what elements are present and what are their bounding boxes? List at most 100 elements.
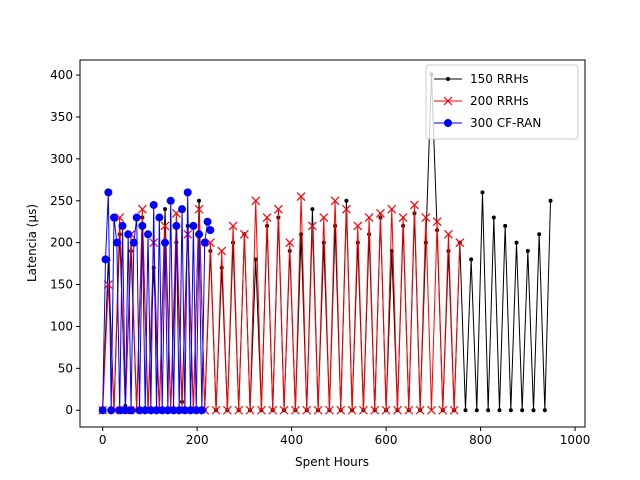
marker (197, 406, 206, 415)
x-tick-label: 0 (99, 433, 107, 447)
marker (118, 221, 127, 230)
series-line (102, 196, 461, 411)
legend-label: 200 RRHs (470, 94, 529, 108)
y-tick-label: 350 (50, 110, 73, 124)
marker (285, 238, 295, 248)
marker (197, 198, 202, 203)
marker (98, 406, 107, 415)
marker (189, 221, 198, 230)
marker (186, 406, 195, 415)
marker (342, 204, 351, 214)
marker (124, 230, 133, 239)
marker (206, 226, 215, 235)
marker (141, 406, 150, 415)
marker (376, 208, 385, 218)
marker (537, 232, 542, 237)
marker (290, 405, 300, 415)
marker (508, 408, 513, 413)
marker (137, 204, 147, 214)
marker (115, 213, 125, 222)
x-tick-label: 1000 (560, 433, 591, 447)
marker (149, 238, 159, 248)
y-tick-label: 100 (50, 319, 73, 333)
marker (166, 196, 175, 205)
marker (251, 196, 261, 206)
y-tick-label: 250 (50, 194, 73, 208)
marker (344, 198, 349, 203)
legend-label: 300 CF-RAN (470, 116, 541, 130)
marker (217, 246, 227, 256)
marker (110, 213, 119, 222)
legend-marker (444, 119, 452, 127)
marker (347, 405, 357, 415)
marker (432, 217, 442, 227)
marker (144, 230, 153, 239)
x-axis-label: Spent Hours (295, 455, 369, 469)
marker (404, 405, 414, 415)
marker (112, 238, 121, 247)
marker (398, 213, 408, 222)
marker (273, 204, 283, 214)
marker (103, 280, 113, 289)
marker (421, 213, 431, 222)
legend-marker (443, 96, 453, 106)
y-tick-label: 150 (50, 278, 73, 292)
marker (542, 408, 547, 413)
marker (160, 221, 170, 231)
series (98, 192, 465, 415)
marker (321, 240, 326, 245)
y-tick-label: 300 (50, 152, 73, 166)
marker (410, 200, 419, 210)
marker (234, 405, 244, 415)
marker (313, 405, 323, 415)
marker (480, 190, 485, 195)
marker (310, 207, 315, 212)
marker (302, 405, 312, 415)
marker (463, 408, 468, 413)
marker (211, 405, 221, 415)
marker (200, 238, 209, 247)
marker (180, 406, 189, 415)
marker (296, 192, 306, 202)
y-tick-label: 0 (65, 403, 73, 417)
marker (138, 221, 147, 230)
marker (151, 265, 156, 270)
marker (192, 406, 201, 415)
marker (455, 238, 465, 248)
marker (149, 200, 158, 209)
marker (169, 406, 178, 415)
marker (239, 229, 249, 239)
marker (486, 408, 491, 413)
x-tick-label: 400 (280, 433, 303, 447)
marker (107, 406, 116, 415)
marker (370, 405, 380, 415)
marker (129, 238, 138, 247)
marker (262, 213, 272, 222)
marker (520, 408, 525, 413)
marker (161, 238, 170, 247)
x-tick-label: 600 (375, 433, 398, 447)
marker (104, 188, 113, 197)
legend-marker (446, 77, 450, 81)
y-axis-label: Latencia (µs) (25, 204, 39, 282)
marker (387, 204, 397, 214)
marker (469, 257, 474, 262)
marker (381, 405, 391, 415)
marker (163, 406, 172, 415)
marker (359, 405, 368, 415)
marker (444, 229, 453, 239)
marker (183, 229, 193, 239)
marker (330, 196, 340, 206)
marker (183, 188, 192, 197)
marker (353, 221, 363, 231)
x-tick-label: 800 (469, 433, 492, 447)
marker (531, 408, 536, 413)
marker (203, 217, 212, 226)
marker (245, 405, 255, 415)
marker (415, 405, 425, 415)
marker (101, 255, 110, 264)
marker (135, 406, 144, 415)
marker (449, 405, 459, 415)
marker (152, 406, 161, 415)
